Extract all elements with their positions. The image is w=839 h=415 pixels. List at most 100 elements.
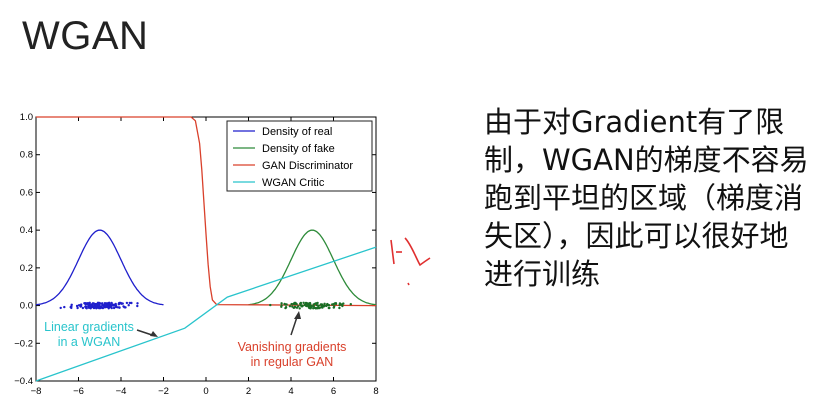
sample-point: [101, 306, 105, 310]
sample-point: [80, 303, 83, 306]
sample-point: [339, 303, 343, 306]
sample-point: [298, 307, 301, 310]
sample-point: [69, 305, 72, 309]
annotation-arrowhead-vanishing: [294, 311, 301, 319]
sample-point: [327, 306, 330, 310]
sample-point: [75, 304, 79, 308]
sample-point: [94, 304, 98, 308]
y-tick-label: 0.0: [20, 301, 33, 312]
sample-point: [280, 304, 283, 307]
y-tick-label: 1.0: [20, 112, 33, 123]
sample-point: [98, 307, 101, 310]
sample-point: [302, 301, 305, 304]
series-line-gan-discriminator: [36, 116, 377, 307]
sample-point: [86, 303, 90, 306]
sample-point: [92, 306, 96, 309]
x-tick-label: 2: [246, 386, 251, 397]
y-tick-label: 0.8: [20, 150, 33, 161]
legend-label: GAN Discriminator: [262, 160, 353, 172]
sample-point: [118, 306, 121, 309]
x-tick-label: −8: [31, 386, 42, 397]
annotation-linear-line-1: Linear gradients: [44, 320, 134, 334]
sample-point: [299, 303, 302, 307]
sample-point: [79, 305, 82, 308]
x-tick-label: 8: [373, 386, 378, 397]
x-tick-label: −6: [73, 386, 84, 397]
sample-point: [127, 304, 130, 307]
sample-point: [304, 303, 307, 306]
y-tick-label: 0.4: [20, 225, 33, 236]
sample-point: [87, 306, 91, 309]
x-tick-label: −4: [116, 386, 127, 397]
annotation-vanishing-line-2: in regular GAN: [250, 355, 334, 369]
sample-point: [109, 305, 113, 308]
legend-label: WGAN Critic: [262, 177, 325, 189]
side-explanation-text: 由于对Gradient有了限制，WGAN的梯度不容易跑到平坦的区域（梯度消失区）…: [484, 105, 809, 291]
y-tick-label: 0.6: [20, 187, 33, 198]
sample-point: [294, 302, 297, 305]
sample-point: [338, 306, 341, 310]
sample-point: [349, 303, 352, 306]
scatter-layer: [59, 301, 352, 310]
sample-point: [99, 302, 102, 305]
handwritten-note: [390, 237, 431, 286]
sample-point: [97, 304, 100, 307]
annotation-vanishing-line-1: Vanishing gradients: [237, 340, 347, 354]
sample-point: [341, 304, 344, 308]
annotation-arrowhead-linear: [150, 331, 158, 337]
sample-point: [109, 303, 112, 306]
sample-point: [295, 306, 299, 309]
sample-point: [81, 306, 85, 310]
sample-point: [342, 302, 345, 305]
sample-point: [112, 306, 116, 310]
legend: Density of real Density of fake GAN Discri…: [226, 120, 373, 192]
sample-point: [288, 305, 292, 308]
sample-point: [104, 302, 108, 305]
sample-point: [318, 306, 321, 310]
sample-point: [315, 303, 319, 307]
sample-point: [308, 305, 311, 309]
annotation-arrows: [136, 311, 301, 337]
legend-label: Density of fake: [262, 143, 335, 155]
x-tick-label: −2: [158, 386, 169, 397]
series-line-wgan-critic: [35, 246, 377, 382]
sample-point: [323, 304, 326, 307]
sample-point: [84, 302, 88, 305]
annotation-linear-gradients: Linear gradients in a WGAN: [30, 320, 148, 350]
sample-point: [114, 304, 118, 307]
series-line-density-of-real: [35, 229, 164, 306]
sample-point: [125, 301, 129, 305]
sample-point: [110, 301, 113, 305]
sample-point: [310, 305, 313, 309]
sample-point: [96, 301, 100, 304]
sample-point: [290, 302, 293, 306]
series-line-density-of-fake: [248, 229, 377, 306]
annotation-vanishing-gradients: Vanishing gradients in regular GAN: [222, 340, 362, 370]
sample-point: [77, 304, 81, 307]
sample-point: [292, 306, 295, 309]
slide-title: WGAN: [22, 14, 149, 58]
sample-point: [123, 305, 126, 309]
sample-point: [90, 304, 94, 307]
sample-point: [84, 306, 88, 309]
sample-point: [327, 303, 330, 307]
sample-point: [59, 306, 62, 310]
x-tick-label: 4: [288, 386, 293, 397]
sample-point: [284, 303, 287, 306]
sample-point: [284, 306, 287, 310]
sample-point: [312, 307, 315, 310]
x-tick-label: 6: [331, 386, 336, 397]
sample-point: [104, 304, 108, 308]
sample-point: [269, 303, 272, 307]
sample-point: [117, 303, 121, 306]
sample-point: [332, 306, 335, 309]
sample-point: [323, 302, 326, 305]
series-layer: [35, 116, 377, 382]
sample-point: [333, 302, 336, 305]
sample-point: [95, 307, 98, 310]
sample-point: [319, 303, 323, 306]
sample-point: [128, 301, 131, 305]
sample-point: [119, 302, 122, 305]
sample-point: [107, 306, 111, 309]
